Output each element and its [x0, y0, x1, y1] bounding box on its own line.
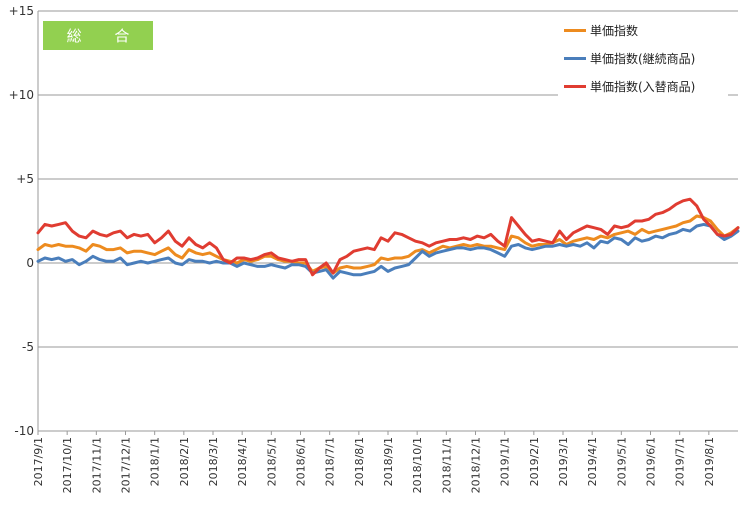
x-tick-label: 2017/11/1	[90, 437, 103, 493]
x-tick-label: 2019/3/1	[557, 437, 570, 486]
legend-label-replaced-products: 単価指数(入替商品)	[590, 79, 696, 94]
x-tick-label: 2017/12/1	[120, 437, 133, 493]
x-tick-label: 2019/8/1	[703, 437, 716, 486]
x-tick-label: 2018/9/1	[382, 437, 395, 486]
series-line-unit-price-index	[36, 214, 740, 275]
series-line-continuing-products	[36, 222, 740, 280]
legend-item-unit-price-index: 単価指数	[558, 16, 728, 44]
x-tick-label: 2018/1/1	[149, 437, 162, 486]
x-tick-label: 2017/9/1	[32, 437, 45, 486]
x-tick-label: 2017/10/1	[61, 437, 74, 493]
y-tick-label: -5	[22, 340, 34, 354]
x-tick-label: 2018/11/1	[440, 437, 453, 493]
legend-item-replaced-products: 単価指数(入替商品)	[558, 72, 728, 100]
x-tick-label: 2018/5/1	[265, 437, 278, 486]
x-tick-label: 2018/7/1	[324, 437, 337, 486]
x-tick-label: 2018/2/1	[178, 437, 191, 486]
x-tick-label: 2019/7/1	[674, 437, 687, 486]
x-tick-label: 2018/10/1	[411, 437, 424, 493]
legend-label-unit-price-index: 単価指数	[590, 23, 639, 38]
x-tick-label: 2019/6/1	[645, 437, 658, 486]
legend: 単価指数 単価指数(継続商品) 単価指数(入替商品)	[558, 16, 728, 100]
y-tick-label: +10	[9, 88, 34, 102]
y-tick-label: +15	[9, 4, 34, 18]
x-tick-label: 2019/2/1	[528, 437, 541, 486]
series-line-replaced-products	[36, 197, 740, 277]
legend-label-continuing-products: 単価指数(継続商品)	[590, 51, 696, 66]
x-tick-label: 2018/4/1	[236, 437, 249, 486]
legend-swatch-unit-price-index	[564, 28, 586, 32]
y-tick-label: -10	[14, 424, 34, 438]
x-tick-label: 2018/6/1	[295, 437, 308, 486]
legend-swatch-continuing-products	[564, 56, 586, 60]
y-tick-label: +5	[16, 172, 34, 186]
x-tick-label: 2018/12/1	[470, 437, 483, 493]
x-tick-label: 2019/4/1	[586, 437, 599, 486]
x-tick-label: 2019/1/1	[499, 437, 512, 486]
category-badge: 総 合	[43, 21, 153, 50]
y-tick-label: 0	[26, 256, 34, 270]
x-tick-label: 2018/8/1	[353, 437, 366, 486]
legend-swatch-replaced-products	[564, 84, 586, 88]
x-tick-label: 2018/3/1	[207, 437, 220, 486]
legend-item-continuing-products: 単価指数(継続商品)	[558, 44, 728, 72]
x-tick-label: 2019/5/1	[615, 437, 628, 486]
